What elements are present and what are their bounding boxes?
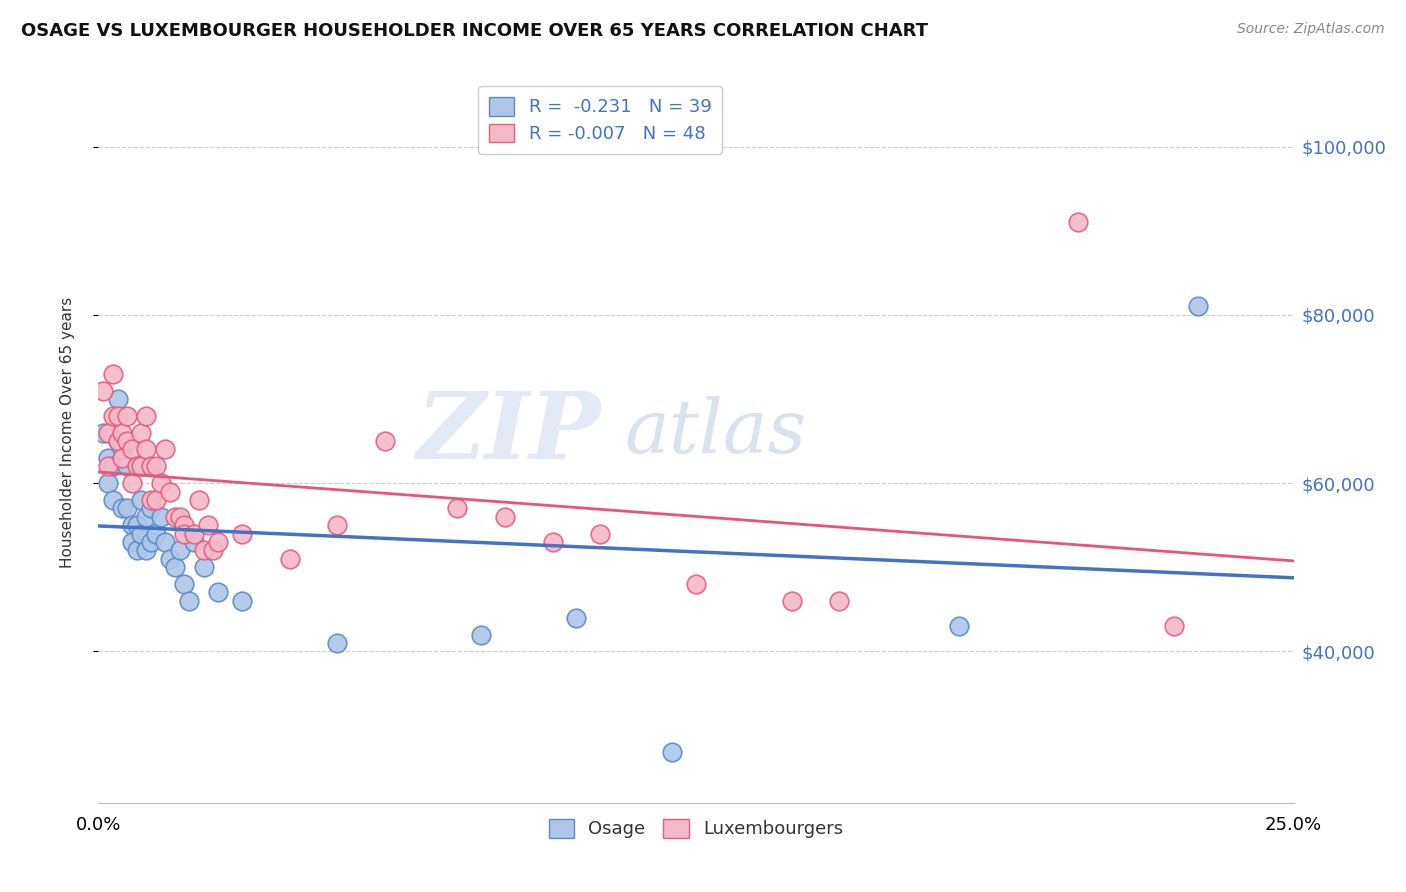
Point	[159, 484, 181, 499]
Point	[179, 594, 201, 608]
Point	[107, 434, 129, 448]
Point	[145, 459, 167, 474]
Legend: Osage, Luxembourgers: Osage, Luxembourgers	[541, 812, 851, 846]
Point	[183, 535, 205, 549]
Point	[125, 459, 148, 474]
Point	[187, 492, 209, 507]
Point	[139, 535, 162, 549]
Point	[183, 526, 205, 541]
Point	[131, 492, 153, 507]
Point	[207, 585, 229, 599]
Point	[565, 610, 588, 624]
Point	[135, 509, 157, 524]
Point	[470, 627, 492, 641]
Point	[163, 509, 186, 524]
Point	[97, 425, 120, 440]
Point	[173, 526, 195, 541]
Point	[91, 425, 114, 440]
Point	[115, 459, 138, 474]
Point	[173, 577, 195, 591]
Point	[107, 409, 129, 423]
Point	[173, 518, 195, 533]
Point	[125, 518, 148, 533]
Point	[155, 442, 177, 457]
Point	[149, 509, 172, 524]
Point	[101, 459, 124, 474]
Point	[139, 501, 162, 516]
Point	[121, 442, 143, 457]
Text: atlas: atlas	[624, 396, 807, 469]
Point	[685, 577, 707, 591]
Point	[111, 425, 134, 440]
Point	[107, 392, 129, 406]
Text: OSAGE VS LUXEMBOURGER HOUSEHOLDER INCOME OVER 65 YEARS CORRELATION CHART: OSAGE VS LUXEMBOURGER HOUSEHOLDER INCOME…	[21, 22, 928, 40]
Point	[948, 619, 970, 633]
Point	[446, 501, 468, 516]
Point	[1187, 300, 1209, 314]
Point	[135, 442, 157, 457]
Point	[121, 476, 143, 491]
Point	[101, 492, 124, 507]
Point	[115, 501, 138, 516]
Text: Source: ZipAtlas.com: Source: ZipAtlas.com	[1237, 22, 1385, 37]
Point	[107, 434, 129, 448]
Point	[149, 476, 172, 491]
Point	[97, 476, 120, 491]
Point	[169, 543, 191, 558]
Point	[121, 535, 143, 549]
Point	[202, 543, 225, 558]
Point	[207, 535, 229, 549]
Point	[139, 492, 162, 507]
Point	[231, 526, 253, 541]
Point	[139, 459, 162, 474]
Point	[326, 518, 349, 533]
Point	[169, 509, 191, 524]
Point	[101, 409, 124, 423]
Point	[197, 518, 219, 533]
Point	[231, 594, 253, 608]
Point	[131, 425, 153, 440]
Point	[1163, 619, 1185, 633]
Point	[661, 745, 683, 759]
Point	[589, 526, 612, 541]
Point	[121, 518, 143, 533]
Point	[163, 560, 186, 574]
Point	[193, 560, 215, 574]
Point	[326, 636, 349, 650]
Point	[111, 450, 134, 465]
Point	[494, 509, 516, 524]
Point	[145, 492, 167, 507]
Point	[780, 594, 803, 608]
Point	[135, 543, 157, 558]
Point	[278, 551, 301, 566]
Point	[155, 535, 177, 549]
Point	[374, 434, 396, 448]
Point	[541, 535, 564, 549]
Point	[97, 450, 120, 465]
Point	[1067, 215, 1090, 229]
Point	[115, 409, 138, 423]
Point	[111, 501, 134, 516]
Point	[91, 384, 114, 398]
Point	[145, 526, 167, 541]
Y-axis label: Householder Income Over 65 years: Householder Income Over 65 years	[60, 297, 75, 568]
Point	[101, 367, 124, 381]
Point	[193, 543, 215, 558]
Point	[115, 434, 138, 448]
Point	[125, 543, 148, 558]
Point	[111, 442, 134, 457]
Point	[131, 526, 153, 541]
Point	[159, 551, 181, 566]
Text: ZIP: ZIP	[416, 388, 600, 477]
Point	[131, 459, 153, 474]
Point	[97, 459, 120, 474]
Point	[135, 409, 157, 423]
Point	[828, 594, 851, 608]
